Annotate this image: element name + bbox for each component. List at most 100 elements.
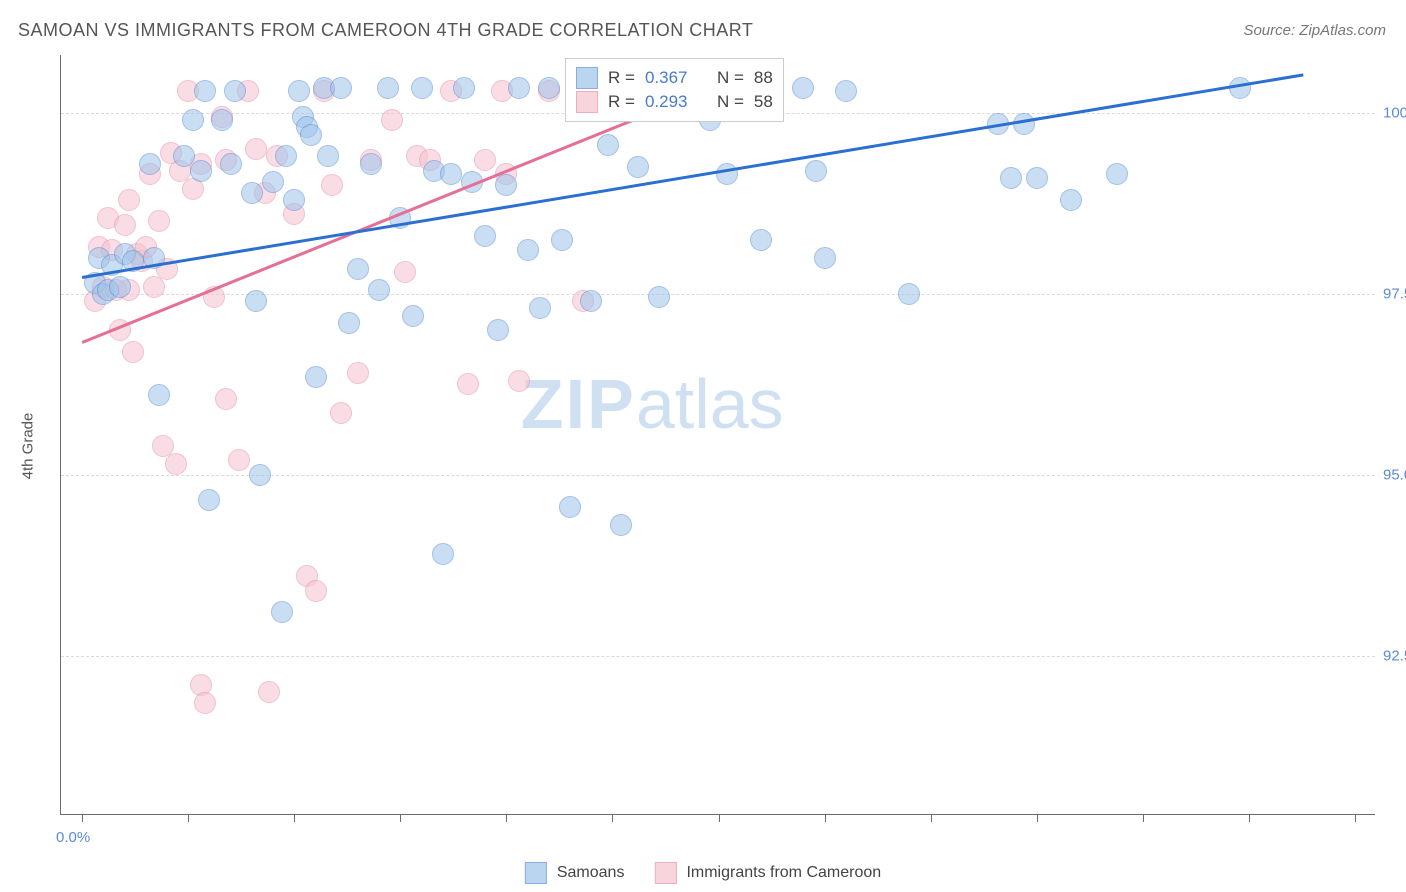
data-point-samoans [529,297,551,319]
data-point-samoans [1060,189,1082,211]
x-tick [294,814,295,822]
data-point-samoans [224,80,246,102]
correlation-chart: SAMOAN VS IMMIGRANTS FROM CAMEROON 4TH G… [0,0,1406,892]
x-tick [1143,814,1144,822]
data-point-cameroon [194,692,216,714]
data-point-samoans [300,124,322,146]
y-tick-label: 95.0% [1383,466,1406,483]
data-point-cameroon [457,373,479,395]
data-point-samoans [275,145,297,167]
data-point-samoans [835,80,857,102]
data-point-samoans [194,80,216,102]
x-tick [1355,814,1356,822]
data-point-samoans [538,77,560,99]
y-axis-label: 4th Grade [20,413,37,480]
legend-stats-row-samoans: R =0.367 N =88 [576,67,773,89]
data-point-cameroon [165,453,187,475]
data-point-samoans [1013,113,1035,135]
x-tick [1249,814,1250,822]
data-point-samoans [551,229,573,251]
gridline [61,656,1375,657]
watermark-zip: ZIP [521,365,636,443]
data-point-cameroon [321,174,343,196]
legend-item-cameroon: Immigrants from Cameroon [654,862,881,884]
data-point-samoans [109,276,131,298]
legend-item-samoans: Samoans [525,862,625,884]
data-point-samoans [432,543,454,565]
data-point-cameroon [474,149,496,171]
data-point-cameroon [347,362,369,384]
data-point-samoans [330,77,352,99]
x-tick-label-min: 0.0% [56,829,90,846]
data-point-cameroon [228,449,250,471]
data-point-samoans [474,225,496,247]
plot-area: ZIPatlas 92.5%95.0%97.5%100.0%0.0%30.0% [60,55,1375,815]
data-point-samoans [368,279,390,301]
data-point-samoans [347,258,369,280]
data-point-samoans [898,283,920,305]
legend-swatch-cameroon-bottom [654,862,676,884]
data-point-cameroon [381,109,403,131]
data-point-cameroon [245,138,267,160]
data-point-samoans [517,239,539,261]
data-point-samoans [559,496,581,518]
data-point-samoans [1000,167,1022,189]
data-point-samoans [610,514,632,536]
data-point-samoans [283,189,305,211]
legend-stats: R =0.367 N =88R =0.293 N =58 [565,58,784,122]
data-point-samoans [262,171,284,193]
data-point-cameroon [114,214,136,236]
data-point-samoans [508,77,530,99]
y-tick-label: 97.5% [1383,285,1406,302]
data-point-samoans [597,134,619,156]
chart-title: SAMOAN VS IMMIGRANTS FROM CAMEROON 4TH G… [18,20,753,41]
data-point-samoans [271,601,293,623]
x-tick [825,814,826,822]
data-point-samoans [814,247,836,269]
data-point-samoans [792,77,814,99]
data-point-samoans [750,229,772,251]
x-tick [506,814,507,822]
legend-r-cameroon: 0.293 [645,92,688,112]
legend-stats-row-cameroon: R =0.293 N =58 [576,91,773,113]
legend-swatch-cameroon [576,91,598,113]
data-point-cameroon [143,276,165,298]
legend-swatch-samoans [576,67,598,89]
data-point-samoans [182,109,204,131]
data-point-samoans [198,489,220,511]
watermark: ZIPatlas [521,364,784,444]
data-point-cameroon [330,402,352,424]
data-point-samoans [411,77,433,99]
data-point-samoans [148,384,170,406]
data-point-cameroon [394,261,416,283]
watermark-atlas: atlas [636,365,784,443]
data-point-samoans [377,77,399,99]
data-point-samoans [190,160,212,182]
data-point-samoans [1026,167,1048,189]
data-point-samoans [805,160,827,182]
data-point-cameroon [508,370,530,392]
data-point-samoans [627,156,649,178]
y-tick-label: 92.5% [1383,647,1406,664]
data-point-cameroon [148,210,170,232]
data-point-cameroon [305,580,327,602]
legend-n-cameroon: 58 [754,92,773,112]
legend-bottom: Samoans Immigrants from Cameroon [525,862,881,884]
x-tick [82,814,83,822]
y-tick-label: 100.0% [1383,104,1406,121]
legend-r-samoans: 0.367 [645,68,688,88]
data-point-samoans [580,290,602,312]
x-tick [719,814,720,822]
data-point-samoans [288,80,310,102]
data-point-samoans [402,305,424,327]
data-point-samoans [211,109,233,131]
data-point-samoans [245,290,267,312]
data-point-samoans [220,153,242,175]
x-tick [188,814,189,822]
data-point-cameroon [122,341,144,363]
data-point-samoans [241,182,263,204]
data-point-samoans [495,174,517,196]
data-point-cameroon [258,681,280,703]
data-point-samoans [360,153,382,175]
chart-source: Source: ZipAtlas.com [1243,22,1386,39]
